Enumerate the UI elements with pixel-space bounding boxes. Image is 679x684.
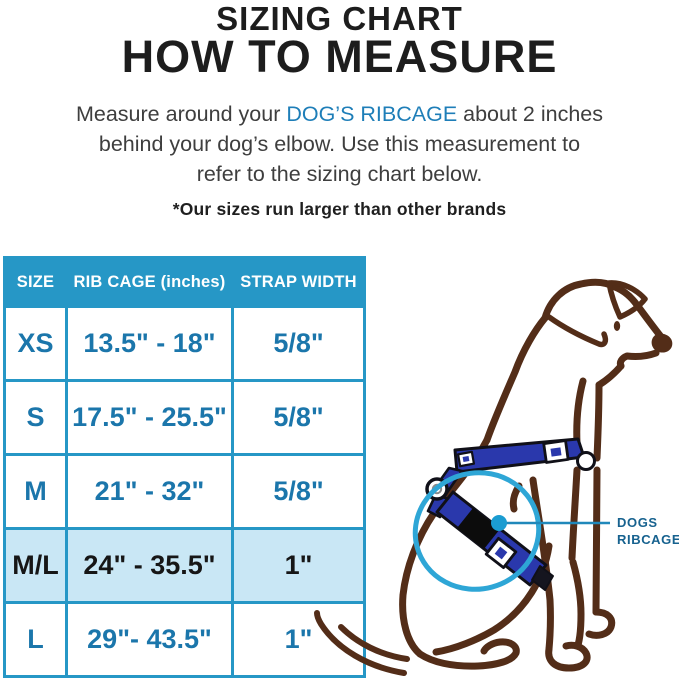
table-row: M 21" - 32" 5/8" (3, 453, 366, 530)
ribcage-cell: 29"- 43.5" (65, 601, 234, 678)
measure-instructions: Measure around your DOG’S RIBCAGE about … (30, 99, 650, 189)
strap-width-cell: 5/8" (231, 305, 366, 382)
harness-chest-strap (435, 490, 548, 587)
harness-chest-pad (457, 508, 500, 549)
ribcage-label-line-1: DOGS (617, 515, 658, 530)
ribcage-cell: 13.5" - 18" (65, 305, 234, 382)
size-table-header: SIZE RIB CAGE (inches) STRAP WIDTH (3, 256, 366, 308)
instructions-text-after: about 2 inches (457, 102, 604, 126)
harness-dring-right (576, 451, 596, 471)
harness-buckle-chest (484, 536, 518, 570)
size-table: SIZE RIB CAGE (inches) STRAP WIDTH XS 13… (3, 256, 366, 678)
dog-nose (651, 333, 673, 353)
harness-buckle-top (542, 439, 570, 464)
column-header-size: SIZE (3, 256, 68, 308)
dog-eye (613, 321, 621, 331)
ribcage-cell: 24" - 35.5" (65, 527, 234, 604)
strap-width-cell: 1" (231, 601, 366, 678)
size-cell: M (3, 453, 68, 530)
table-row: XS 13.5" - 18" 5/8" (3, 305, 366, 382)
column-header-strap-width: STRAP WIDTH (231, 256, 366, 308)
instructions-line-1: Measure around your DOG’S RIBCAGE about … (30, 99, 650, 129)
strap-width-cell: 5/8" (231, 379, 366, 456)
ribcage-highlight-text: DOG’S RIBCAGE (286, 102, 458, 126)
ribcage-cell: 17.5" - 25.5" (65, 379, 234, 456)
harness (425, 437, 596, 591)
harness-back-strap (453, 437, 586, 474)
instructions-line-3: refer to the sizing chart below. (196, 162, 483, 186)
column-header-ribcage: RIB CAGE (inches) (65, 256, 234, 308)
table-row: L 29"- 43.5" 1" (3, 601, 366, 678)
table-row: M/L 24" - 35.5" 1" (3, 527, 366, 604)
ribcage-label-line-2: RIBCAGE (617, 532, 679, 547)
size-cell: M/L (3, 527, 68, 604)
size-cell: S (3, 379, 68, 456)
strap-width-cell: 5/8" (231, 453, 366, 530)
size-cell: XS (3, 305, 68, 382)
size-table-body: XS 13.5" - 18" 5/8" S 17.5" - 25.5" 5/8"… (3, 305, 366, 678)
title-line-2: HOW TO MEASURE (121, 31, 558, 82)
ribcage-callout-dot (491, 515, 507, 531)
table-row: S 17.5" - 25.5" 5/8" (3, 379, 366, 456)
size-cell: L (3, 601, 68, 678)
title-line-1: SIZING CHART (216, 0, 463, 37)
instructions-line-2: behind your dog’s elbow. Use this measur… (98, 132, 581, 156)
ribcage-cell: 21" - 32" (65, 453, 234, 530)
page-title: SIZING CHART HOW TO MEASURE (0, 0, 679, 82)
dog-outline (314, 278, 666, 676)
harness-ring-left (425, 477, 449, 501)
instructions-text-before: Measure around your (75, 102, 287, 126)
ribcage-ellipse (412, 470, 542, 592)
strap-width-cell: 1" (231, 527, 366, 604)
sizing-note: *Our sizes run larger than other brands (172, 199, 507, 219)
